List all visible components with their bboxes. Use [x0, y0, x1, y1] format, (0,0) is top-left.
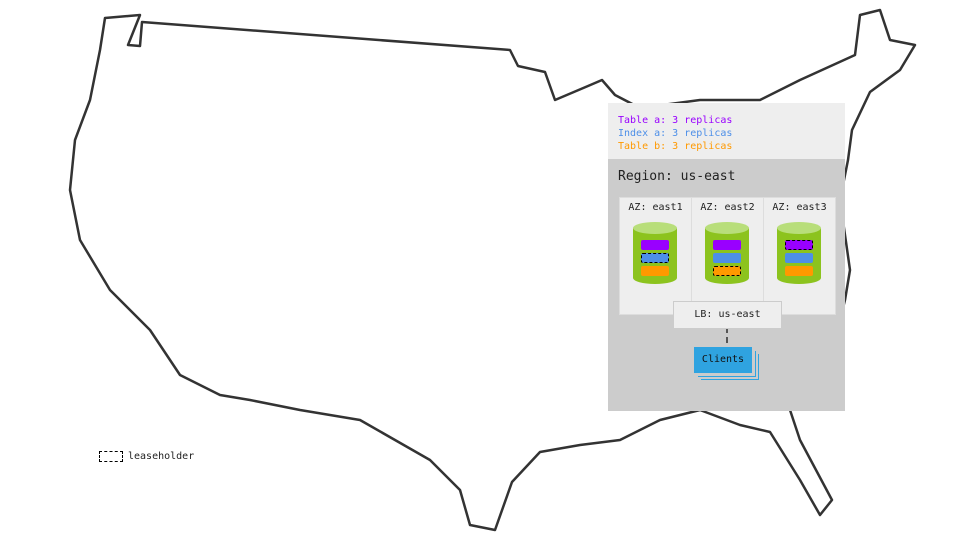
leaseholder-legend: leaseholder — [99, 451, 194, 462]
database-cylinder-icon — [633, 222, 677, 284]
replica-block — [713, 266, 741, 276]
clients-box: Clients — [694, 347, 752, 373]
replica-block — [641, 240, 669, 250]
replica-block — [713, 240, 741, 250]
replica-block — [641, 266, 669, 276]
az-2: AZ: east2 — [691, 197, 764, 315]
region-label: Region: us-east — [618, 169, 736, 184]
az-label: AZ: east3 — [772, 202, 827, 213]
replica-block — [641, 253, 669, 263]
leaseholder-legend-label: leaseholder — [128, 451, 195, 462]
replica-legend: Table a: 3 replicas Index a: 3 replicas … — [608, 103, 845, 159]
replica-label-table-a: Table a: 3 replicas — [618, 115, 733, 126]
az-3: AZ: east3 — [763, 197, 836, 315]
replica-label-index-a: Index a: 3 replicas — [618, 128, 733, 139]
replica-block — [785, 240, 813, 250]
database-cylinder-icon — [705, 222, 749, 284]
az-label: AZ: east1 — [628, 202, 683, 213]
leaseholder-swatch — [99, 451, 123, 462]
database-cylinder-icon — [777, 222, 821, 284]
az-label: AZ: east2 — [700, 202, 755, 213]
replica-block — [785, 253, 813, 263]
replica-block — [785, 266, 813, 276]
load-balancer: LB: us-east — [673, 301, 782, 329]
replica-block — [713, 253, 741, 263]
region-us-east: Region: us-east AZ: east1 AZ: east2 AZ: … — [608, 159, 845, 411]
az-1: AZ: east1 — [619, 197, 692, 315]
replica-label-table-b: Table b: 3 replicas — [618, 141, 733, 152]
